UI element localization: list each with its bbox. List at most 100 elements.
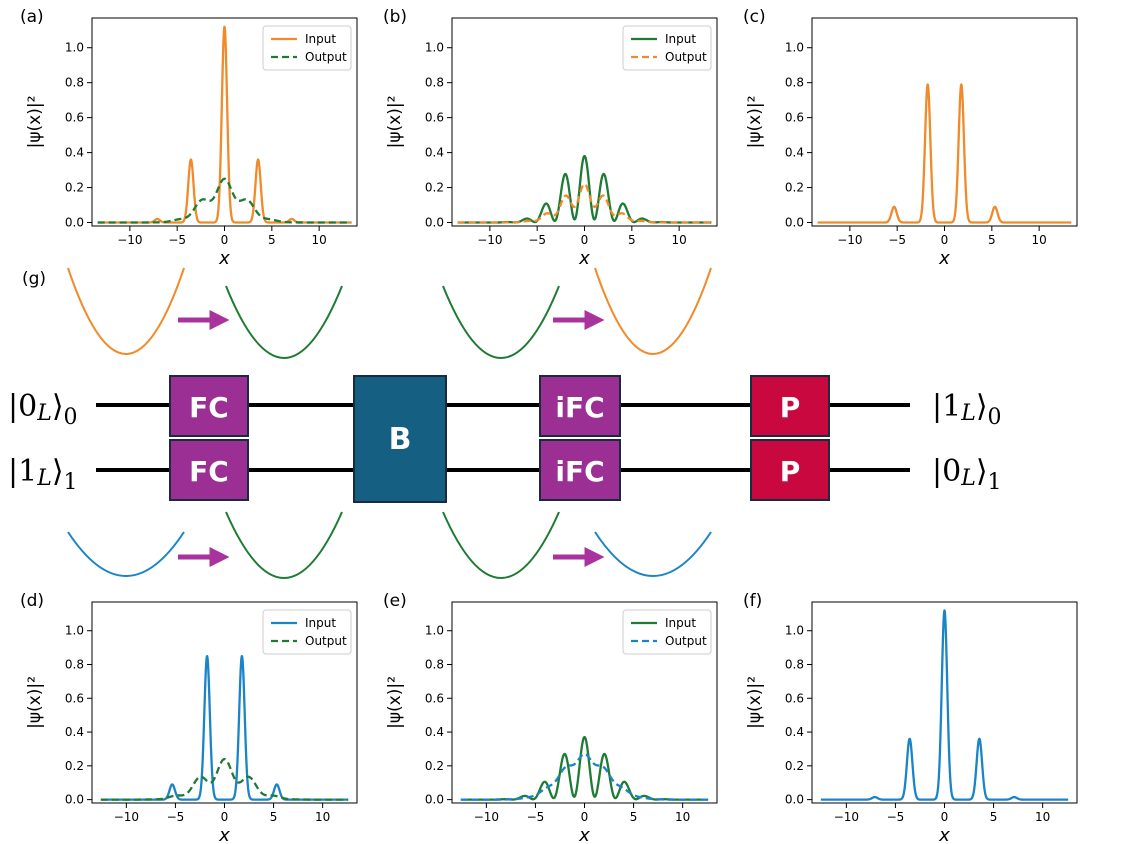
svg-text:P: P <box>780 455 801 488</box>
svg-text:|1L⟩0: |1L⟩0 <box>932 389 1002 430</box>
y-tick-label: 0.2 <box>65 759 84 773</box>
legend-entry: Input <box>305 32 336 46</box>
x-tick-label: 10 <box>315 810 330 824</box>
y-tick-label: 1.0 <box>425 41 444 55</box>
potential-well-top-3 <box>442 285 560 359</box>
y-tick-label: 0.8 <box>785 76 804 90</box>
y-tick-label: 0.0 <box>785 216 804 230</box>
circuit-diagram: (g) |0L⟩0 |1L⟩1 |1L⟩0 |0L⟩1 <box>8 267 1002 579</box>
y-tick-label: 0.0 <box>425 793 444 807</box>
y-tick-label: 0.6 <box>65 111 84 125</box>
series-line-output <box>459 752 710 801</box>
x-axis-label: x <box>218 248 230 269</box>
panel-label: (c) <box>743 7 766 27</box>
panel-label: (e) <box>383 591 407 611</box>
x-tick-label: 5 <box>988 233 996 247</box>
ifc-gate-wire-0: iFC <box>539 375 621 437</box>
x-tick-label: −5 <box>167 810 185 824</box>
x-tick-label: 0 <box>941 233 949 247</box>
y-tick-label: 0.6 <box>785 111 804 125</box>
legend-box <box>622 25 712 71</box>
y-tick-label: 0.2 <box>785 759 804 773</box>
y-tick-label: 1.0 <box>65 624 84 638</box>
y-tick-label: 0.6 <box>425 691 444 705</box>
y-axis-label: |ψ(x)|² <box>25 676 45 729</box>
series-line-output <box>96 177 353 224</box>
x-tick-label: 5 <box>270 810 278 824</box>
x-axis-label: x <box>578 248 590 269</box>
svg-text:FC: FC <box>189 455 229 488</box>
p-gate-wire-1: P <box>750 439 830 501</box>
y-tick-label: 0.4 <box>65 725 84 739</box>
potential-well-bottom-4 <box>594 531 712 577</box>
x-tick-label: 5 <box>630 810 638 824</box>
p-gate-wire-0: P <box>750 375 830 437</box>
x-axis-label: x <box>218 825 230 844</box>
potential-well-bottom-1 <box>67 531 185 577</box>
panel-a-input-output: (a) −10 −5 0 5 10 0.0 0.2 0.4 0.6 0.8 1.0 x |ψ(x)|² In… <box>20 7 358 269</box>
y-tick-label: 0.6 <box>425 111 444 125</box>
svg-text:|0L⟩0: |0L⟩0 <box>8 389 78 430</box>
x-axis-label: x <box>938 248 950 269</box>
svg-text:B: B <box>389 422 412 457</box>
x-tick-label: −5 <box>888 233 906 247</box>
legend-entry: Input <box>305 616 336 630</box>
potential-well-bottom-3 <box>442 511 560 579</box>
y-tick-label: 0.2 <box>785 181 804 195</box>
series-line-input <box>459 735 710 801</box>
y-axis-label: |ψ(x)|² <box>385 676 405 729</box>
input-ket-wire-1: |1L⟩1 <box>8 454 78 495</box>
ifc-gate-wire-1: iFC <box>539 439 621 501</box>
panel-g-label: (g) <box>22 269 46 289</box>
x-tick-label: 5 <box>990 810 998 824</box>
legend-entry: Output <box>305 50 347 64</box>
y-tick-label: 1.0 <box>785 41 804 55</box>
y-tick-label: 0.8 <box>65 76 84 90</box>
y-tick-label: 1.0 <box>785 624 804 638</box>
y-tick-label: 0.0 <box>785 793 804 807</box>
legend-entry: Input <box>665 616 696 630</box>
x-tick-label: 0 <box>581 810 589 824</box>
legend-box <box>262 609 352 655</box>
y-tick-label: 0.8 <box>425 657 444 671</box>
y-axis-label: |ψ(x)|² <box>745 96 765 149</box>
y-axis-label: |ψ(x)|² <box>745 676 765 729</box>
y-tick-label: 0.8 <box>785 657 804 671</box>
panel-label: (d) <box>20 591 44 611</box>
panel-e-input-output: (e) −10 −5 0 5 10 0.0 0.2 0.4 0.6 0.8 1.0 x |ψ(x)|² In… <box>383 591 718 844</box>
svg-text:P: P <box>780 391 801 424</box>
potential-well-top-1 <box>67 267 185 355</box>
x-tick-label: −10 <box>474 810 499 824</box>
panel-label: (a) <box>20 7 44 27</box>
series-line-input <box>99 655 350 801</box>
x-tick-label: −10 <box>117 233 142 247</box>
y-tick-label: 0.6 <box>785 691 804 705</box>
potential-well-bottom-2 <box>225 511 343 579</box>
legend-entry: Output <box>665 50 707 64</box>
y-tick-label: 0.6 <box>65 691 84 705</box>
x-tick-label: 10 <box>1035 810 1050 824</box>
series-line-state <box>819 609 1070 801</box>
panel-b-input-output: (b) −10 −5 0 5 10 0.0 0.2 0.4 0.6 0.8 1.0 x |ψ(x)|² In… <box>383 7 718 269</box>
b-gate: B <box>353 375 447 503</box>
y-tick-label: 1.0 <box>65 41 84 55</box>
x-tick-label: −5 <box>168 233 186 247</box>
x-tick-label: 0 <box>941 810 949 824</box>
x-tick-label: −10 <box>834 810 859 824</box>
y-axis-label: |ψ(x)|² <box>25 96 45 149</box>
y-tick-label: 0.0 <box>65 216 84 230</box>
svg-text:|0L⟩1: |0L⟩1 <box>932 454 1002 495</box>
output-ket-wire-1: |0L⟩1 <box>932 454 1002 495</box>
y-tick-label: 0.8 <box>65 657 84 671</box>
svg-text:iFC: iFC <box>555 455 604 488</box>
svg-text:FC: FC <box>189 391 229 424</box>
legend-entry: Output <box>305 634 347 648</box>
panel-c-final-state: (c) −10 −5 0 5 10 0.0 0.2 0.4 0.6 0.8 1.0 x |ψ(x)|² <box>743 7 1078 269</box>
x-tick-label: 10 <box>675 810 690 824</box>
potential-well-top-4 <box>594 267 712 355</box>
panel-label: (f) <box>743 591 762 611</box>
x-tick-label: 10 <box>1032 233 1047 247</box>
series-line-state <box>816 83 1073 224</box>
panel-f-final-state: (f) −10 −5 0 5 10 0.0 0.2 0.4 0.6 0.8 1.0 x |ψ(x)|² <box>743 591 1078 844</box>
